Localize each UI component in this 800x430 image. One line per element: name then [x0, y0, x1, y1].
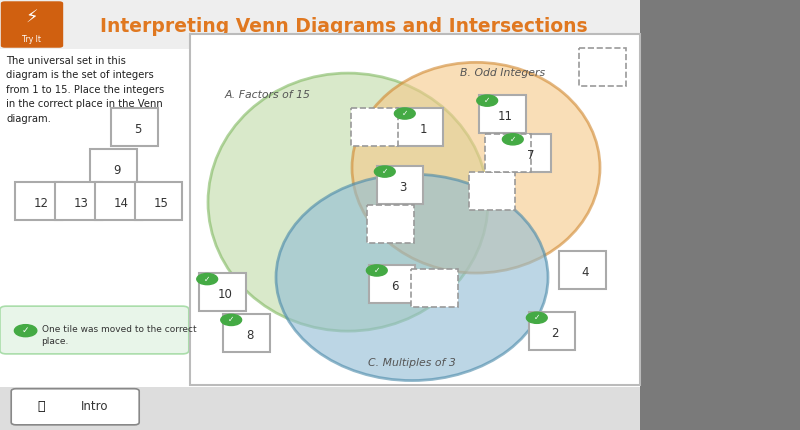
Text: C. Multiples of 3: C. Multiples of 3	[368, 358, 456, 369]
Circle shape	[366, 265, 387, 276]
FancyBboxPatch shape	[190, 34, 640, 385]
Circle shape	[477, 95, 498, 106]
Text: ✓: ✓	[22, 326, 30, 335]
Ellipse shape	[352, 62, 600, 273]
FancyBboxPatch shape	[95, 182, 142, 220]
FancyBboxPatch shape	[369, 265, 415, 303]
Text: 9: 9	[113, 164, 121, 177]
Ellipse shape	[276, 174, 548, 381]
Text: ✓: ✓	[510, 135, 516, 144]
FancyBboxPatch shape	[529, 312, 575, 350]
Text: 14: 14	[114, 197, 129, 210]
Text: ✓: ✓	[228, 316, 234, 324]
Text: 10: 10	[218, 289, 233, 301]
Text: The universal set in this
diagram is the set of integers
from 1 to 15. Place the: The universal set in this diagram is the…	[6, 56, 165, 123]
Text: Try It: Try It	[22, 35, 42, 44]
Circle shape	[394, 108, 415, 119]
FancyBboxPatch shape	[485, 134, 531, 172]
FancyBboxPatch shape	[199, 273, 246, 311]
Text: Intro: Intro	[81, 400, 108, 413]
Text: 4: 4	[582, 266, 590, 279]
Text: 15: 15	[154, 197, 169, 210]
Text: ✓: ✓	[374, 266, 380, 275]
FancyBboxPatch shape	[351, 108, 398, 146]
Text: 8: 8	[246, 329, 254, 342]
Circle shape	[197, 273, 218, 285]
FancyBboxPatch shape	[135, 182, 182, 220]
FancyBboxPatch shape	[505, 134, 551, 172]
Text: 🔊: 🔊	[38, 400, 46, 413]
FancyBboxPatch shape	[377, 166, 423, 204]
FancyBboxPatch shape	[111, 108, 158, 146]
FancyBboxPatch shape	[11, 389, 139, 425]
Text: 6: 6	[391, 280, 399, 293]
Text: ✓: ✓	[402, 109, 408, 118]
FancyBboxPatch shape	[559, 251, 606, 289]
Text: B. Odd Integers: B. Odd Integers	[460, 68, 545, 78]
FancyBboxPatch shape	[0, 387, 640, 430]
Text: ✓: ✓	[204, 275, 210, 283]
Ellipse shape	[208, 73, 488, 331]
Circle shape	[221, 314, 242, 326]
Text: A. Factors of 15: A. Factors of 15	[225, 89, 311, 100]
FancyBboxPatch shape	[223, 314, 270, 352]
FancyBboxPatch shape	[55, 182, 102, 220]
FancyBboxPatch shape	[1, 1, 63, 48]
Text: ⚡: ⚡	[26, 9, 38, 27]
Text: Interpreting Venn Diagrams and Intersections: Interpreting Venn Diagrams and Intersect…	[100, 17, 588, 36]
FancyBboxPatch shape	[469, 172, 515, 210]
FancyBboxPatch shape	[90, 149, 137, 187]
Text: 11: 11	[498, 110, 513, 123]
Text: 1: 1	[419, 123, 427, 136]
Text: ✓: ✓	[534, 313, 540, 322]
Text: One tile was moved to the correct
place.: One tile was moved to the correct place.	[42, 325, 196, 346]
FancyBboxPatch shape	[411, 269, 458, 307]
Text: 3: 3	[399, 181, 407, 194]
Text: ✓: ✓	[382, 167, 388, 176]
FancyBboxPatch shape	[0, 306, 189, 354]
Text: 7: 7	[527, 149, 535, 162]
Circle shape	[14, 325, 37, 337]
Circle shape	[502, 134, 523, 145]
Circle shape	[526, 312, 547, 323]
Text: ✓: ✓	[484, 96, 490, 105]
FancyBboxPatch shape	[397, 108, 443, 146]
FancyBboxPatch shape	[479, 95, 526, 133]
Circle shape	[374, 166, 395, 177]
FancyBboxPatch shape	[579, 48, 626, 86]
Text: 2: 2	[551, 327, 559, 340]
FancyBboxPatch shape	[640, 0, 800, 430]
FancyBboxPatch shape	[15, 182, 62, 220]
FancyBboxPatch shape	[0, 49, 640, 430]
FancyBboxPatch shape	[367, 205, 414, 243]
Text: 5: 5	[134, 123, 142, 136]
FancyBboxPatch shape	[0, 0, 640, 49]
Text: 12: 12	[34, 197, 49, 210]
Text: 13: 13	[74, 197, 89, 210]
